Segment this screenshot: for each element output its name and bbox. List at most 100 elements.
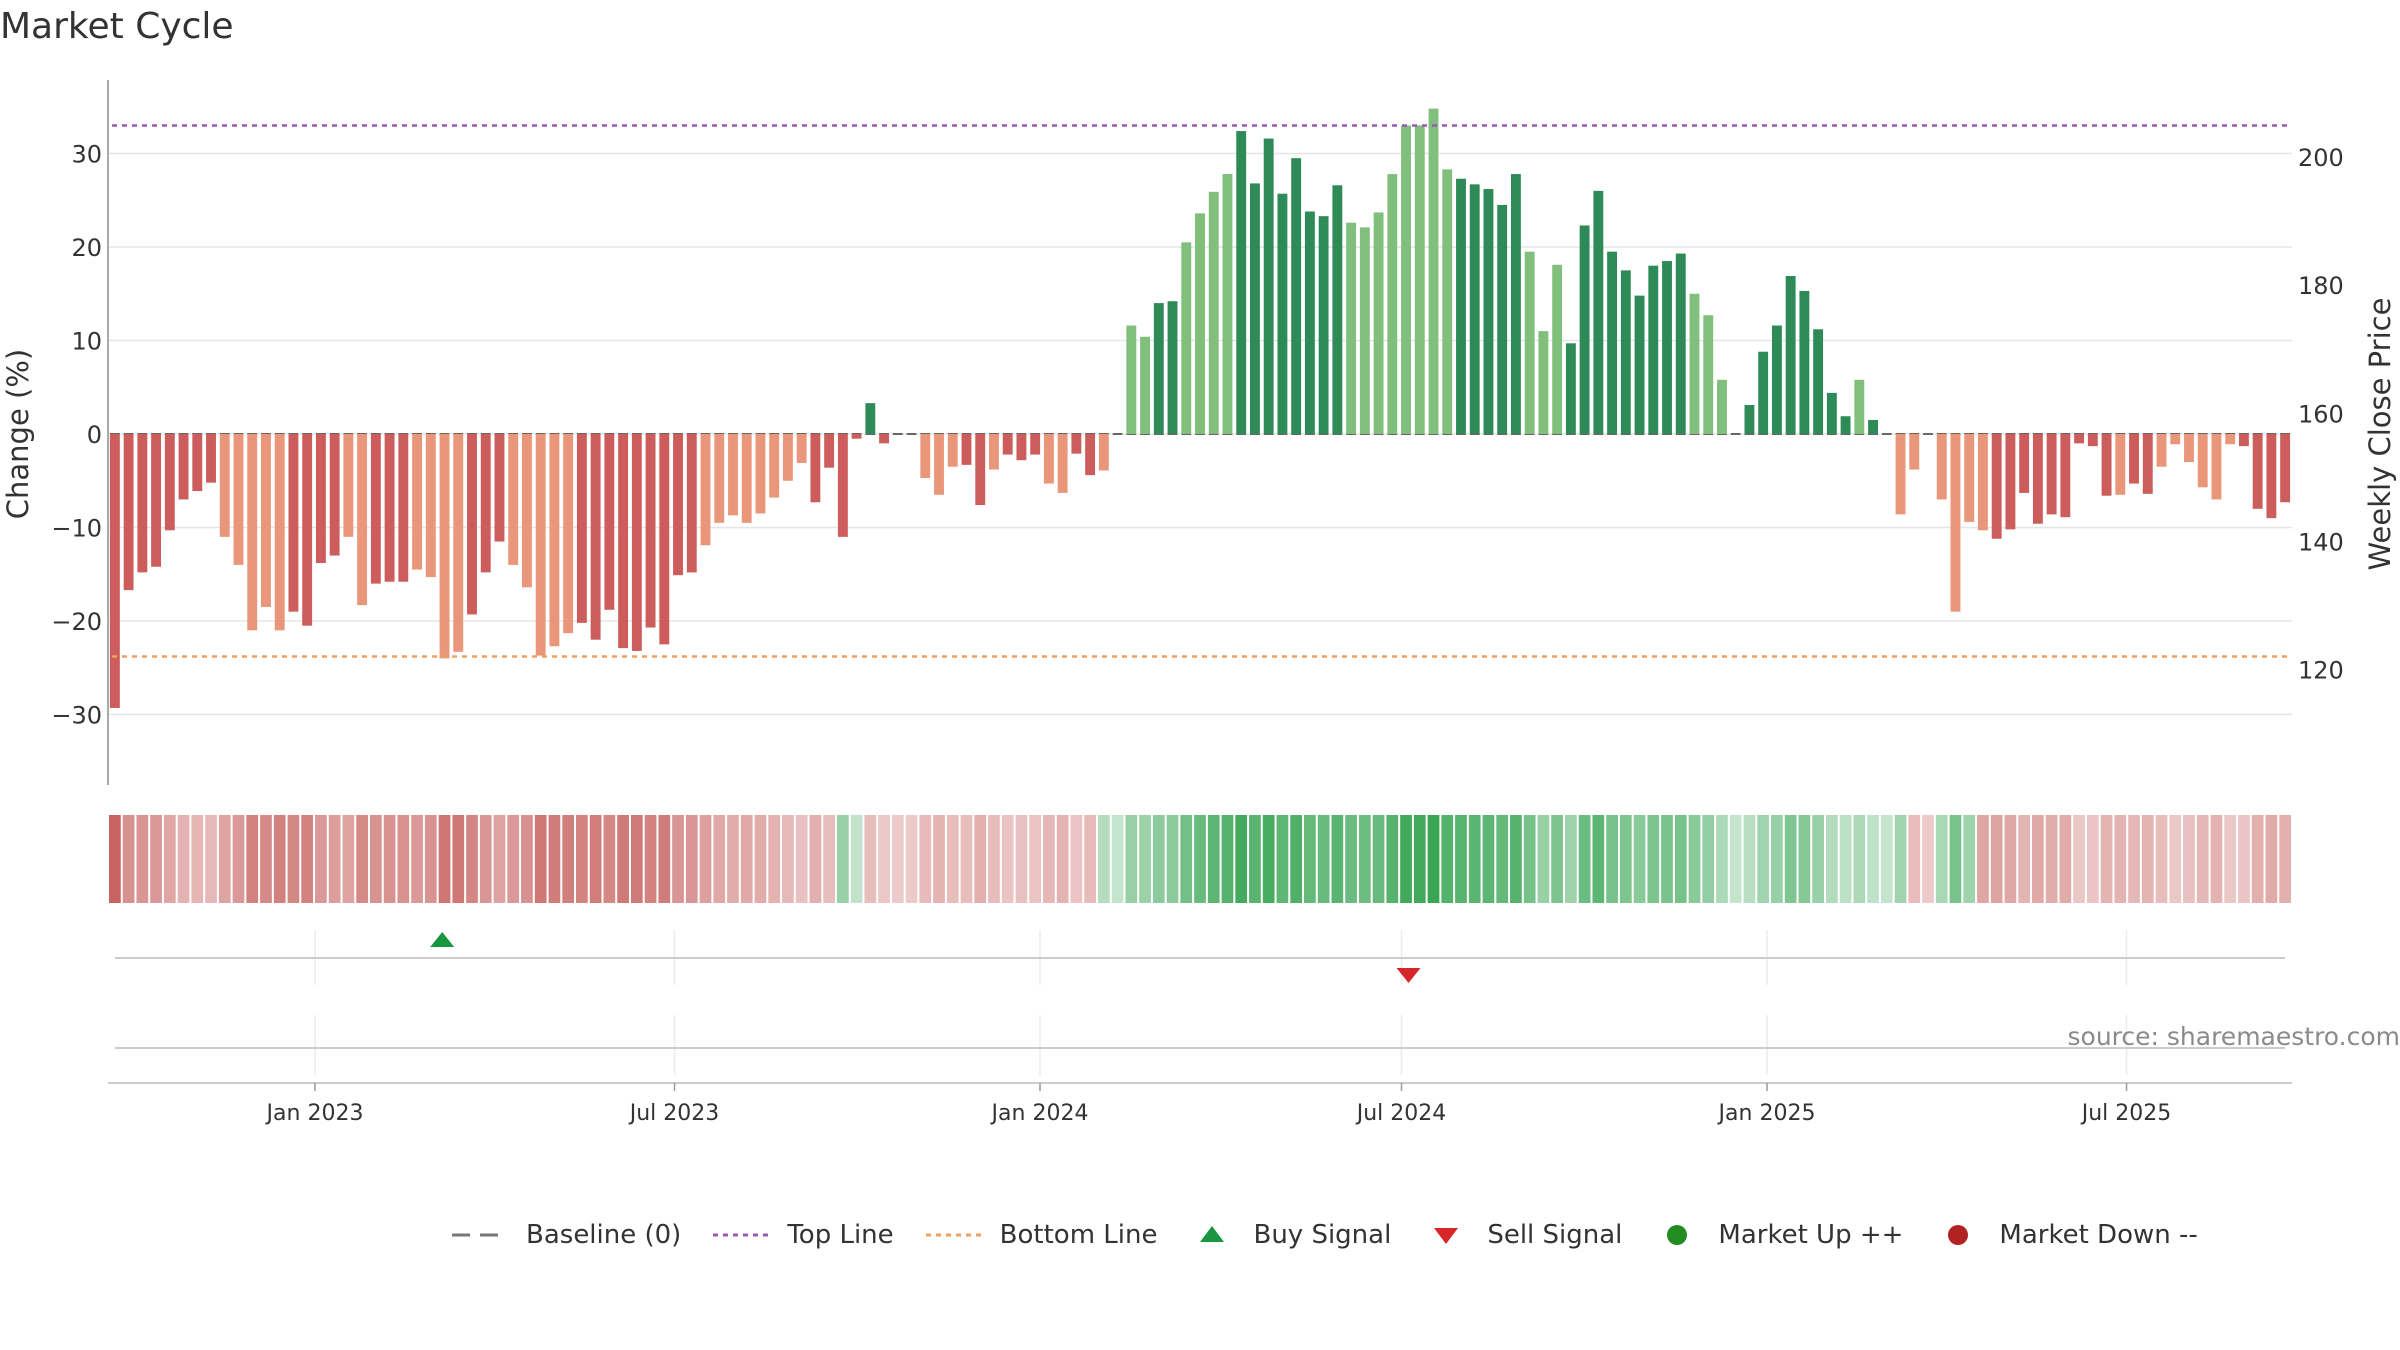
sentiment-cell (1304, 815, 1316, 903)
legend-item-market-down: Market Down -- (1933, 1220, 2198, 1250)
change-bar (1332, 185, 1343, 434)
sentiment-cell (1331, 815, 1344, 903)
sentiment-cell (837, 815, 849, 903)
legend-item-bottom-line: Bottom Line (924, 1220, 1158, 1250)
sentiment-cell (1578, 815, 1591, 903)
change-bar (1840, 416, 1851, 434)
change-bar (2115, 434, 2126, 495)
change-bar (1552, 264, 1563, 434)
change-bar (1387, 174, 1398, 434)
bars-layer (109, 108, 2291, 708)
sentiment-cell (122, 815, 135, 903)
change-bar (1249, 183, 1260, 434)
y-tick-label: 10 (71, 328, 102, 356)
sentiment-cell (1221, 815, 1234, 903)
sentiment-cell (411, 815, 423, 903)
change-bar (824, 434, 835, 468)
change-bar (1359, 227, 1370, 434)
legend-label-market-down: Market Down -- (1999, 1220, 2198, 1250)
change-bar (673, 434, 683, 576)
change-bar (1648, 265, 1659, 434)
sentiment-cell (1386, 815, 1399, 903)
sentiment-cell (1290, 815, 1303, 903)
change-bar (1593, 190, 1604, 434)
sentiment-cell (218, 815, 231, 903)
change-bar (1854, 379, 1865, 434)
sentiment-cell (1729, 815, 1742, 903)
sentiment-cell (905, 815, 918, 903)
change-bar (2060, 434, 2071, 518)
reference-lines (112, 124, 2292, 658)
change-bar (590, 434, 601, 640)
sell-signal-legend-icon (1434, 1228, 1459, 1244)
change-bar (329, 434, 340, 556)
change-bar (1304, 211, 1315, 434)
change-bar (1318, 216, 1329, 434)
x-tick-label: Jul 2024 (1355, 1101, 1447, 1126)
top-line-legend-icon (713, 1233, 770, 1237)
sentiment-cell (2128, 815, 2140, 903)
change-bar (1057, 434, 1068, 493)
change-bar (1799, 290, 1810, 434)
sentiment-cell (1235, 815, 1248, 903)
y-tick-label: 0 (87, 421, 102, 449)
sentiment-cell (493, 815, 506, 903)
change-bar (1167, 301, 1178, 434)
sentiment-cell (328, 815, 341, 903)
sentiment-cell (2141, 815, 2154, 903)
sentiment-cell (369, 815, 382, 903)
change-bar (398, 434, 409, 582)
sentiment-cell (2155, 815, 2168, 903)
legend-label-top-line: Top Line (787, 1220, 894, 1250)
sentiment-cell (1056, 815, 1069, 903)
legend-label-bottom-line: Bottom Line (999, 1220, 1158, 1250)
change-bar (1538, 331, 1549, 434)
change-bar (1153, 303, 1164, 434)
change-bar (865, 403, 876, 434)
bottom-line-legend-icon (925, 1233, 982, 1237)
sentiment-cell (1825, 815, 1838, 903)
sentiment-cell (287, 815, 300, 903)
sentiment-cell (424, 815, 437, 903)
sentiment-cell (1867, 815, 1879, 903)
change-bar (315, 434, 326, 564)
change-bar (1977, 434, 1988, 531)
sentiment-cell (988, 815, 1000, 903)
sell-signal-marker (1396, 968, 1421, 983)
change-bar (2142, 434, 2153, 494)
sentiment-cell (507, 815, 520, 903)
chart-title: Market Cycle (0, 6, 234, 47)
sentiment-cell (1908, 815, 1921, 903)
change-bar (2252, 434, 2263, 509)
sentiment-cell (109, 815, 121, 903)
legend-item-top-line: Top Line (711, 1220, 894, 1250)
sentiment-cell (1551, 815, 1563, 903)
change-bar (2005, 434, 2016, 530)
sentiment-cell (1990, 815, 2003, 903)
sentiment-cell (727, 815, 739, 903)
sentiment-cell (1661, 815, 1673, 903)
change-bar (1909, 434, 1920, 470)
change-bar (480, 434, 491, 573)
change-bar (1071, 434, 1082, 454)
change-bar (1016, 434, 1027, 461)
change-bar (1826, 392, 1837, 434)
change-bar (535, 434, 546, 656)
sentiment-cell (1619, 815, 1632, 903)
change-bar (1607, 251, 1618, 434)
change-bar (1030, 434, 1041, 455)
sentiment-cell (2251, 815, 2264, 903)
sentiment-cell (1400, 815, 1412, 903)
change-bar (879, 434, 890, 444)
sentiment-cell (177, 815, 190, 903)
sentiment-cell (232, 815, 245, 903)
change-bar (1126, 325, 1137, 434)
sentiment-cell (1784, 815, 1797, 903)
change-bar (1456, 178, 1466, 434)
change-bar (2019, 434, 2030, 493)
sentiment-cell (1249, 815, 1261, 903)
sentiment-cell (713, 815, 726, 903)
sentiment-cell (754, 815, 767, 903)
legend-label-sell-signal: Sell Signal (1487, 1220, 1623, 1250)
market-down-legend-icon (1948, 1225, 1969, 1245)
